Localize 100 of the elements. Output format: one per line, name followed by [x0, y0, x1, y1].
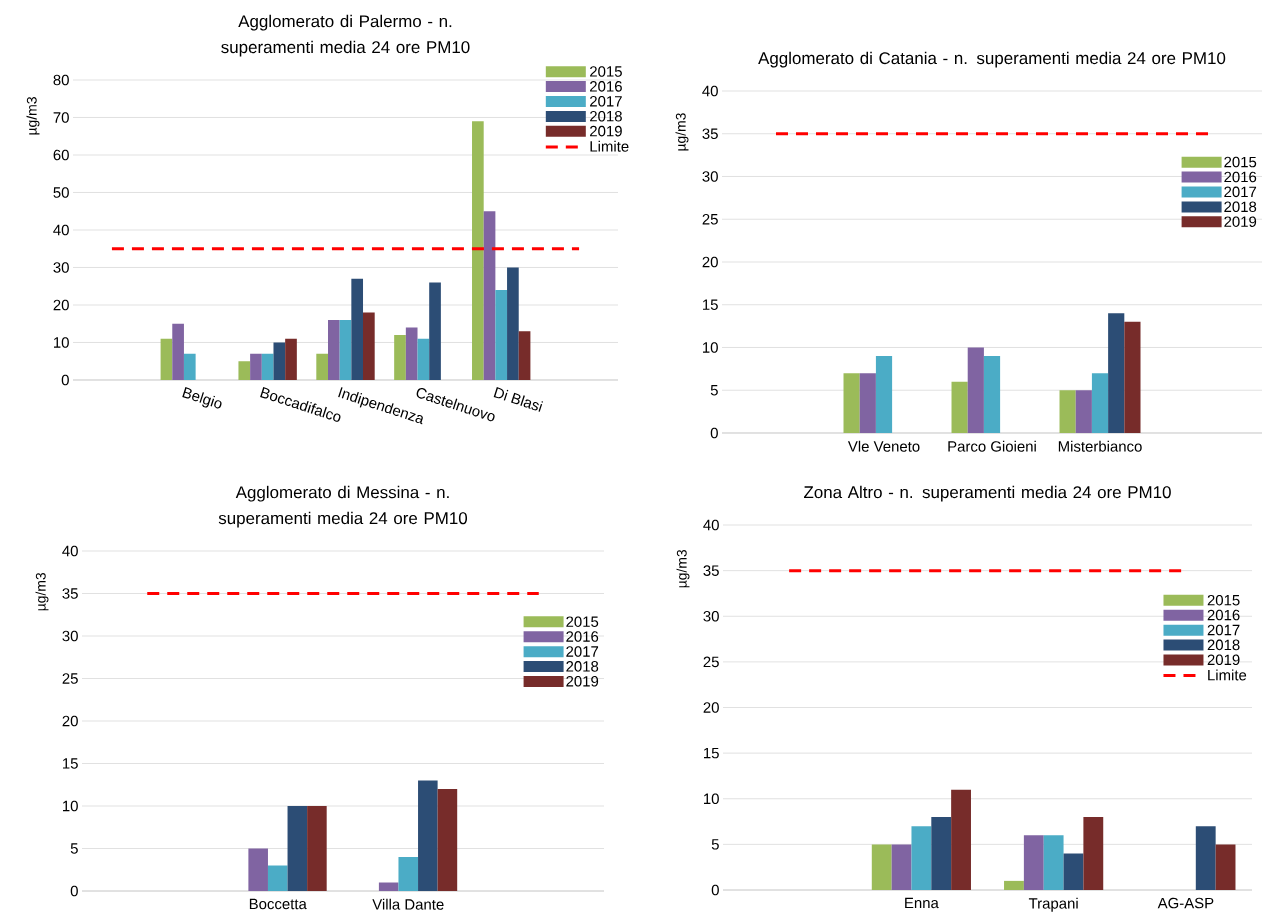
bar: [261, 353, 274, 380]
bar: [316, 353, 328, 380]
bar: [1124, 321, 1141, 433]
bar: [405, 327, 418, 380]
legend-label: 2018: [590, 110, 622, 122]
bar: [1063, 853, 1084, 890]
bar: [891, 844, 912, 890]
chart-title: Agglomerato di Palermo - n. superamenti media 24 ore PM10: [221, 14, 470, 57]
bar: [394, 334, 406, 380]
bar: [911, 826, 932, 890]
y-tick-label: 80: [53, 74, 69, 86]
y-tick-label: 15: [703, 299, 718, 310]
bar: [951, 381, 968, 433]
bar: [429, 282, 441, 380]
bar: [307, 806, 327, 891]
bar: [363, 312, 375, 380]
legend-label: 2015: [1224, 156, 1257, 168]
bar: [951, 789, 971, 890]
bar: [1075, 390, 1092, 433]
bar: [1083, 817, 1104, 890]
legend-label: 2019: [1207, 654, 1240, 666]
bar: [418, 780, 438, 891]
y-tick-label: 15: [63, 758, 78, 769]
bar: [843, 373, 860, 433]
bar: [285, 338, 297, 380]
legend-label: 2016: [1207, 609, 1240, 621]
y-tick-label: 10: [703, 342, 718, 353]
y-axis-title: µg/m3: [26, 97, 40, 135]
legend-label: 2017: [566, 646, 599, 657]
bar: [1091, 373, 1109, 433]
y-tick-label: 10: [63, 800, 78, 812]
bar: [327, 319, 340, 380]
legend-label: 2019: [1224, 216, 1257, 227]
bar: [248, 848, 268, 891]
y-tick-label: 0: [70, 885, 78, 897]
y-tick-label: 5: [710, 385, 718, 396]
legend-label: 2016: [590, 81, 622, 92]
y-tick-label: 25: [62, 673, 78, 684]
x-tick-label: Parco Gioieni: [948, 440, 1036, 452]
bar: [398, 857, 419, 891]
x-tick-label: Boccetta: [249, 898, 307, 910]
y-tick-label: 40: [53, 224, 69, 236]
legend-label: 2016: [566, 631, 599, 642]
y-tick-label: 25: [702, 213, 718, 225]
bar: [875, 356, 893, 433]
bar: [287, 806, 308, 891]
y-axis-title: µg/m3: [35, 572, 49, 611]
bar: [183, 353, 196, 380]
bar: [1059, 390, 1076, 433]
bar: [495, 289, 508, 380]
y-tick-label: 30: [703, 610, 719, 622]
x-tick-label: Trapani: [1028, 897, 1078, 912]
bar: [351, 278, 364, 380]
y-tick-label: 70: [53, 112, 69, 123]
bar: [1023, 835, 1044, 890]
y-tick-label: 25: [703, 656, 719, 668]
x-tick-label: Di Blasi: [493, 387, 544, 412]
y-tick-label: 30: [53, 262, 69, 273]
legend-label: 2018: [1224, 201, 1257, 213]
legend-label: 2017: [1224, 186, 1257, 198]
bar: [339, 319, 352, 380]
bar: [507, 267, 519, 380]
bar: [472, 121, 484, 380]
bar: [238, 361, 251, 380]
legend-label: 2016: [1224, 171, 1257, 183]
bar: [1004, 880, 1024, 890]
bar: [1108, 313, 1125, 433]
legend-label: 2017: [1207, 624, 1240, 636]
y-tick-label: 30: [62, 630, 78, 642]
legend-label: Limite: [590, 140, 629, 152]
x-tick-label: Enna: [905, 897, 939, 909]
y-tick-label: 20: [53, 299, 69, 311]
x-tick-label: AG-ASP: [1157, 897, 1214, 909]
bar: [172, 323, 184, 380]
chart-title: Agglomerato di Messina - n. superamenti media 24 ore PM10: [218, 485, 468, 528]
y-tick-label: 40: [702, 85, 718, 97]
y-tick-label: 0: [61, 374, 69, 386]
bar: [160, 338, 173, 380]
legend-label: 2015: [566, 616, 599, 627]
bar: [859, 373, 876, 433]
bar: [871, 844, 892, 890]
y-tick-label: 40: [703, 519, 719, 531]
y-tick-label: 0: [711, 884, 719, 896]
legend-label: 2018: [566, 661, 599, 672]
y-tick-label: 20: [702, 256, 718, 268]
y-tick-label: 35: [702, 128, 718, 140]
chart-title: Zona Altro - n. superamenti media 24 ore PM10: [804, 485, 1171, 502]
y-tick-label: 20: [703, 702, 719, 713]
bar: [1043, 835, 1064, 890]
y-tick-label: 10: [54, 337, 69, 348]
x-tick-label: Belgio: [182, 387, 222, 409]
bar: [967, 347, 984, 433]
bar: [1195, 826, 1216, 890]
legend-label: 2015: [590, 66, 622, 77]
y-tick-label: 50: [53, 187, 69, 198]
bar: [983, 356, 1001, 433]
y-tick-label: 0: [710, 427, 718, 439]
y-tick-label: 35: [62, 588, 78, 599]
legend-label: 2019: [566, 676, 599, 687]
bar: [437, 789, 458, 891]
